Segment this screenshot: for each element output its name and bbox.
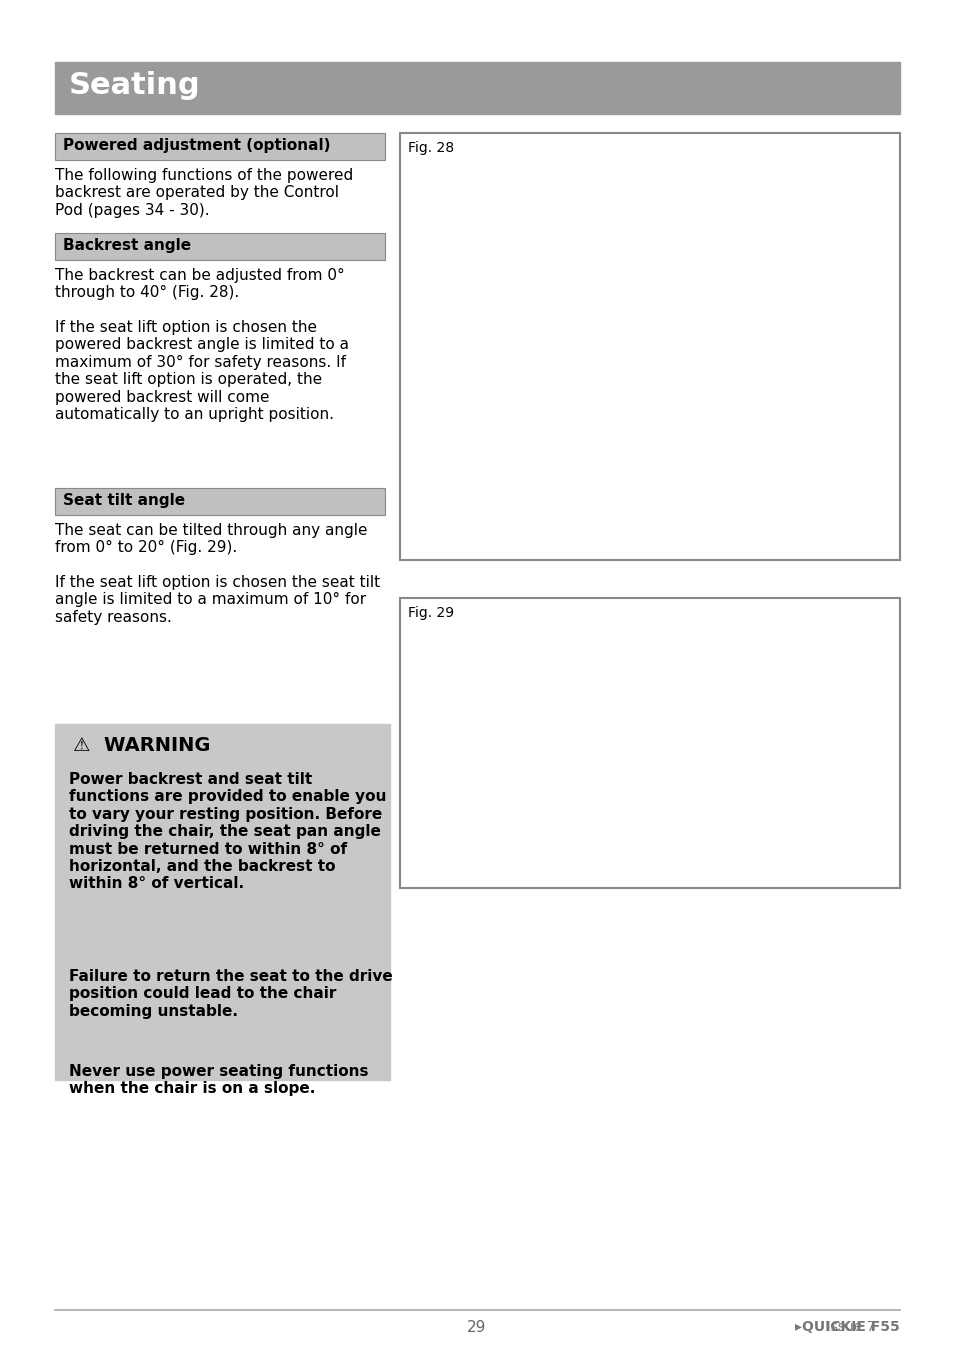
Bar (55, 724, 390, 1079)
Bar (399, 132, 899, 561)
Text: ⚠  WARNING: ⚠ WARNING (73, 736, 211, 755)
Text: Backrest angle: Backrest angle (63, 238, 191, 253)
Text: ▸QUICKIE F55: ▸QUICKIE F55 (795, 1320, 899, 1333)
Text: Seating: Seating (69, 72, 200, 100)
Text: Seat tilt angle: Seat tilt angle (63, 493, 185, 508)
Text: 29: 29 (467, 1320, 486, 1335)
Text: Never use power seating functions
when the chair is on a slope.: Never use power seating functions when t… (69, 1065, 368, 1097)
Text: The backrest can be adjusted from 0°
through to 40° (Fig. 28).: The backrest can be adjusted from 0° thr… (55, 267, 344, 300)
Bar (55, 132, 385, 159)
Text: Fig. 28: Fig. 28 (408, 141, 454, 155)
Text: If the seat lift option is chosen the
powered backrest angle is limited to a
max: If the seat lift option is chosen the po… (55, 320, 349, 422)
Text: Powered adjustment (optional): Powered adjustment (optional) (63, 138, 330, 153)
Text: If the seat lift option is chosen the seat tilt
angle is limited to a maximum of: If the seat lift option is chosen the se… (55, 576, 379, 624)
Text: The seat can be tilted through any angle
from 0° to 20° (Fig. 29).: The seat can be tilted through any angle… (55, 523, 367, 555)
Bar (55, 232, 385, 259)
Text: Power backrest and seat tilt
functions are provided to enable you
to vary your r: Power backrest and seat tilt functions a… (69, 771, 386, 892)
Text: Fig. 29: Fig. 29 (408, 607, 454, 620)
Text: The following functions of the powered
backrest are operated by the Control
Pod : The following functions of the powered b… (55, 168, 353, 218)
Bar (55, 488, 385, 515)
Bar (399, 598, 899, 888)
Bar (55, 62, 899, 113)
Text: Failure to return the seat to the drive
position could lead to the chair
becomin: Failure to return the seat to the drive … (69, 969, 393, 1019)
Text: Issue 7: Issue 7 (817, 1320, 875, 1333)
